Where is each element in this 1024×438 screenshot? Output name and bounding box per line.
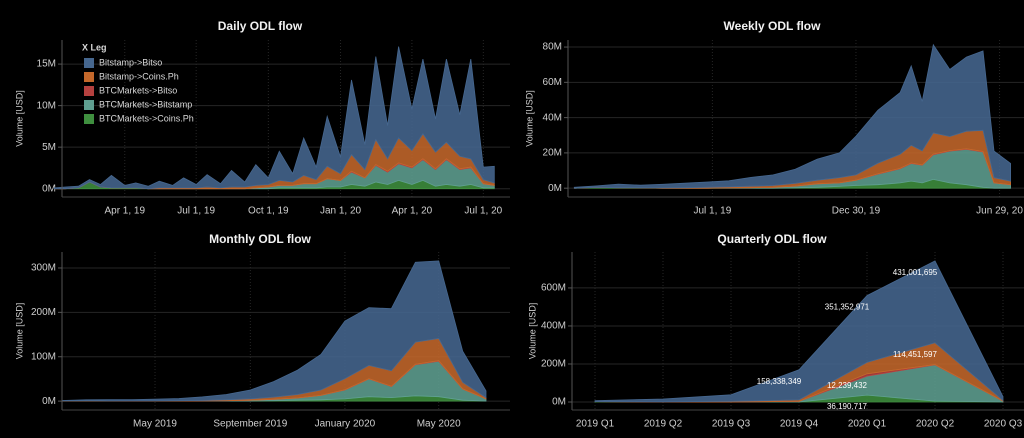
y-tick-label: 200M bbox=[31, 307, 56, 318]
area bbox=[594, 260, 1004, 403]
legend-swatch bbox=[84, 86, 94, 96]
legend-swatch bbox=[84, 72, 94, 82]
chart-title: Weekly ODL flow bbox=[724, 19, 822, 33]
data-label: 431,001,695 bbox=[893, 268, 938, 277]
x-tick-label: May 2019 bbox=[133, 419, 177, 430]
y-tick-label: 100M bbox=[31, 351, 56, 362]
y-tick-label: 0M bbox=[552, 397, 566, 408]
x-tick-label: 2019 Q4 bbox=[780, 419, 819, 430]
y-tick-label: 15M bbox=[37, 59, 56, 70]
x-tick-label: 2020 Q2 bbox=[916, 419, 955, 430]
x-tick-label: 2020 Q3 bbox=[984, 419, 1023, 430]
x-tick-label: September 2019 bbox=[213, 419, 287, 430]
y-axis-label: Volume [USD] bbox=[527, 303, 537, 360]
y-axis-label: Volume [USD] bbox=[14, 303, 24, 360]
x-tick-label: May 2020 bbox=[417, 419, 461, 430]
legend-swatch bbox=[84, 58, 94, 68]
legend-title: X Leg bbox=[82, 42, 107, 52]
x-tick-label: Jul 1, 20 bbox=[464, 206, 502, 217]
y-tick-label: 400M bbox=[541, 321, 566, 332]
y-tick-label: 80M bbox=[543, 42, 562, 53]
x-tick-label: 2019 Q2 bbox=[644, 419, 683, 430]
area bbox=[573, 43, 1011, 189]
x-tick-label: Apr 1, 20 bbox=[392, 206, 433, 217]
y-axis-label: Volume [USD] bbox=[524, 90, 534, 147]
legend-label: BTCMarkets->Bitstamp bbox=[99, 99, 192, 109]
data-label: 158,338,349 bbox=[757, 377, 802, 386]
data-label: 12,239,432 bbox=[827, 381, 868, 390]
y-tick-label: 200M bbox=[541, 359, 566, 370]
legend-swatch bbox=[84, 114, 94, 124]
y-tick-label: 600M bbox=[541, 283, 566, 294]
y-tick-label: 300M bbox=[31, 263, 56, 274]
legend-label: BTCMarkets->Bitso bbox=[99, 85, 177, 95]
x-tick-label: Dec 30, 19 bbox=[832, 206, 881, 217]
x-tick-label: Apr 1, 19 bbox=[104, 206, 145, 217]
y-axis-label: Volume [USD] bbox=[14, 90, 24, 147]
chart-title: Daily ODL flow bbox=[218, 19, 303, 33]
legend-label: Bitstamp->Bitso bbox=[99, 57, 162, 67]
area bbox=[53, 46, 495, 190]
y-tick-label: 0M bbox=[42, 396, 56, 407]
data-label: 114,451,597 bbox=[893, 350, 937, 359]
x-tick-label: 2020 Q1 bbox=[848, 419, 887, 430]
chart-title: Quarterly ODL flow bbox=[717, 232, 827, 246]
legend-label: BTCMarkets->Coins.Ph bbox=[99, 113, 194, 123]
x-tick-label: Jan 1, 20 bbox=[320, 206, 362, 217]
y-tick-label: 20M bbox=[543, 148, 562, 159]
data-label: 36,190,717 bbox=[827, 402, 868, 411]
x-tick-label: Jul 1, 19 bbox=[693, 206, 731, 217]
legend-label: Bitstamp->Coins.Ph bbox=[99, 71, 179, 81]
x-tick-label: 2019 Q3 bbox=[712, 419, 751, 430]
y-tick-label: 10M bbox=[37, 100, 56, 111]
x-tick-label: January 2020 bbox=[315, 419, 376, 430]
area bbox=[61, 260, 487, 402]
x-tick-label: 2019 Q1 bbox=[576, 419, 615, 430]
y-tick-label: 40M bbox=[543, 112, 562, 123]
y-tick-label: 0M bbox=[42, 183, 56, 194]
legend-swatch bbox=[84, 100, 94, 110]
y-tick-label: 5M bbox=[42, 142, 56, 153]
data-label: 351,352,971 bbox=[825, 303, 870, 312]
chart-title: Monthly ODL flow bbox=[209, 232, 311, 246]
x-tick-label: Oct 1, 19 bbox=[248, 206, 289, 217]
x-tick-label: Jul 1, 19 bbox=[177, 206, 215, 217]
x-tick-label: Jun 29, 20 bbox=[976, 206, 1023, 217]
y-tick-label: 60M bbox=[543, 77, 562, 88]
y-tick-label: 0M bbox=[548, 183, 562, 194]
